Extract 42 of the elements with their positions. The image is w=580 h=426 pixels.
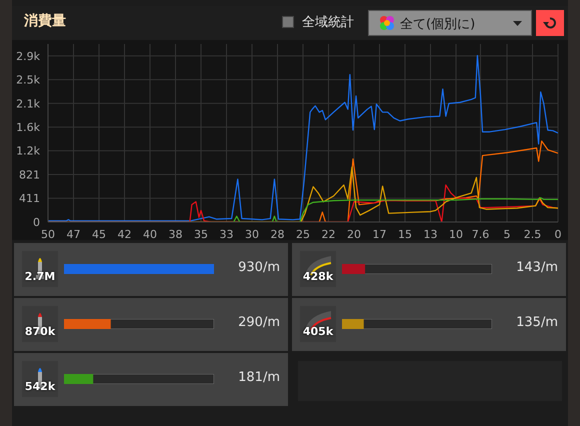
x-tick-label: 25 xyxy=(296,228,310,241)
y-tick-label: 2.5k xyxy=(16,74,41,87)
y-tick-label: 0 xyxy=(33,216,40,229)
y-tick-label: 411 xyxy=(19,192,40,206)
x-tick-label: 17 xyxy=(372,228,386,241)
x-tick-label: 50 xyxy=(41,228,55,241)
x-tick-label: 13 xyxy=(424,228,438,241)
y-tick-label: 405k xyxy=(302,325,334,338)
y-tick-label: 2.7M xyxy=(24,270,56,283)
x-tick-label: 47 xyxy=(66,228,80,241)
x-tick-label: 5 xyxy=(504,228,510,241)
y-tick-label: 1.6k xyxy=(16,121,41,134)
y-tick-label: 428k xyxy=(302,270,334,283)
x-tick-label: 33 xyxy=(220,228,234,241)
x-tick-label: 7.6 xyxy=(472,228,490,241)
x-tick-label: 20 xyxy=(347,228,361,241)
y-tick-label: 2.9k xyxy=(16,50,41,63)
x-tick-label: 28 xyxy=(270,228,284,241)
data-label: 290/m xyxy=(238,315,280,330)
y-tick-label: 2.1k xyxy=(16,97,41,110)
x-tick-label: 10 xyxy=(449,228,463,241)
data-label: 181/m xyxy=(238,370,280,385)
x-tick-label: 0 xyxy=(554,228,562,241)
x-tick-label: 2.5 xyxy=(524,228,542,241)
x-tick-label: 30 xyxy=(245,228,259,241)
y-tick-label: 821 xyxy=(19,168,40,182)
x-tick-label: 22 xyxy=(322,228,336,241)
x-tick-label: 42 xyxy=(118,228,132,241)
data-label: 135/m xyxy=(516,315,558,330)
x-tick-label: 35 xyxy=(194,228,208,241)
data-label: 930/m xyxy=(238,260,280,275)
y-tick-label: 870k xyxy=(24,325,56,338)
text: 全域統計 xyxy=(302,14,354,31)
text: 全て(個別に) xyxy=(400,16,476,33)
data-label: 143/m xyxy=(516,260,558,275)
x-tick-label: 40 xyxy=(143,228,157,241)
y-tick-label: 1.2k xyxy=(16,144,41,158)
x-tick-label: 15 xyxy=(398,228,412,241)
x-tick-label: 45 xyxy=(92,228,106,241)
y-tick-label: 542k xyxy=(24,380,56,393)
chart-title: 消費量 xyxy=(24,12,66,30)
x-tick-label: 38 xyxy=(168,228,182,241)
